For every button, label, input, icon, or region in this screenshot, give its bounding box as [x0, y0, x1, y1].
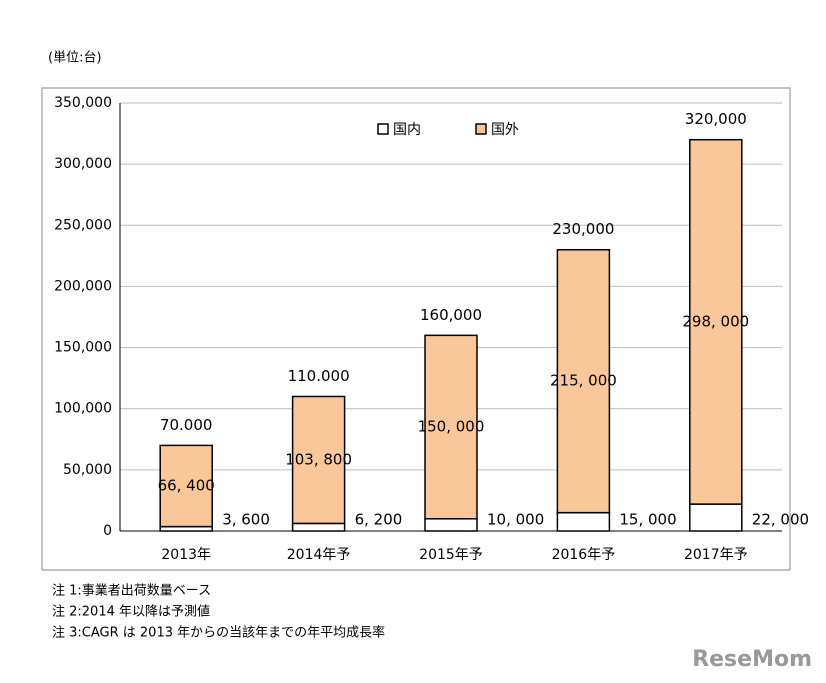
x-tick-label: 2013年: [161, 547, 211, 563]
y-tick-label: 150,000: [54, 340, 112, 356]
note: 注 1:事業者出荷数量ベース: [52, 583, 211, 599]
y-tick-label: 100,000: [54, 401, 112, 417]
legend-label: 国外: [491, 122, 519, 138]
bar-segment: [424, 334, 478, 520]
data-label: 215, 000: [550, 372, 617, 390]
legend-label: 国内: [393, 122, 421, 138]
bar-segment: [689, 503, 743, 532]
data-label: 103, 800: [285, 450, 352, 468]
total-label: 320,000: [685, 110, 747, 128]
x-tick-label: 2016年予: [552, 547, 616, 563]
y-tick-label: 50,000: [63, 462, 112, 478]
x-tick-label: 2015年予: [419, 547, 483, 563]
data-label: 3, 600: [222, 511, 270, 529]
y-tick-label: 200,000: [54, 278, 112, 294]
bar-segment: [556, 511, 611, 532]
x-tick-label: 2017年予: [684, 547, 748, 563]
y-tick-label: 0: [103, 523, 112, 539]
bar-segment: [159, 444, 213, 528]
watermark: ReseMom: [692, 647, 812, 672]
data-label: 150, 000: [418, 418, 485, 436]
unit-label: (単位:台): [48, 50, 102, 66]
total-label: 160,000: [420, 306, 482, 324]
bar-segment: [291, 522, 346, 532]
data-label: 298, 000: [682, 312, 749, 330]
data-label: 66, 400: [158, 476, 215, 494]
bar-segment: [291, 395, 346, 525]
note: 注 2:2014 年以降は予測値: [52, 604, 210, 620]
bar-segment: [424, 518, 478, 532]
data-label: 15, 000: [619, 511, 676, 529]
chart-frame: [41, 87, 791, 571]
y-tick-label: 300,000: [54, 156, 112, 172]
total-label: 110.000: [288, 367, 350, 385]
legend-swatch: [475, 123, 487, 135]
bar-segment: [556, 248, 611, 514]
data-label: 10, 000: [487, 511, 544, 529]
note: 注 3:CAGR は 2013 年からの当該年までの年平均成長率: [52, 625, 385, 641]
x-tick-label: 2014年予: [287, 547, 351, 563]
y-tick-label: 350,000: [54, 95, 112, 111]
y-tick-label: 250,000: [54, 217, 112, 233]
bar-segment: [689, 138, 743, 505]
data-label: 22, 000: [752, 511, 809, 529]
total-label: 70.000: [160, 416, 213, 434]
total-label: 230,000: [552, 220, 614, 238]
data-label: 6, 200: [355, 511, 403, 529]
legend-swatch: [377, 123, 389, 135]
